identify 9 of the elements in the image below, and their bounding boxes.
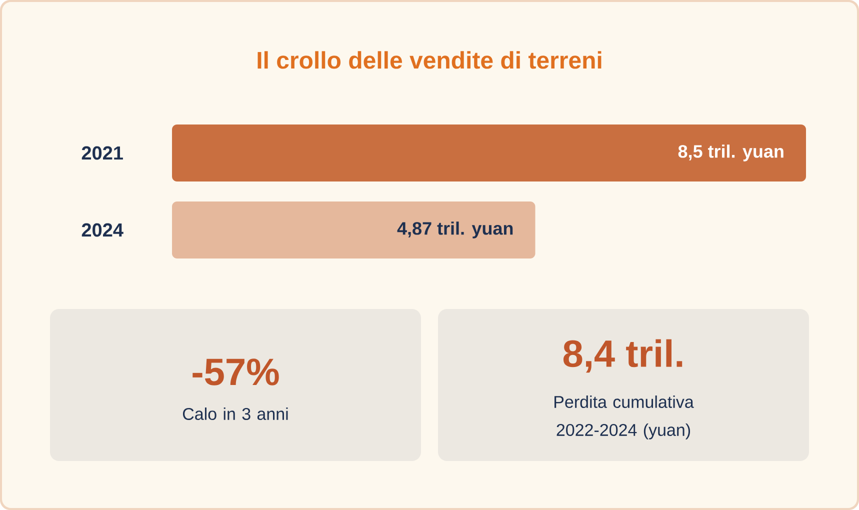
text: Perdita cumulativa 2022-2024 (yuan) [554, 396, 694, 440]
y-tick-label: 2021 [82, 146, 123, 160]
y-tick-label: 2024 [82, 223, 124, 237]
text: 8,4 tril. [563, 339, 682, 373]
chart-title: Il crollo delle vendite di terreni [258, 51, 602, 69]
text: -57% [192, 358, 279, 386]
data-label: 4,87 tril. yuan [397, 222, 513, 238]
data-label: 8,5 tril. yuan [678, 144, 784, 162]
text: Calo in 3 anni [182, 408, 288, 420]
